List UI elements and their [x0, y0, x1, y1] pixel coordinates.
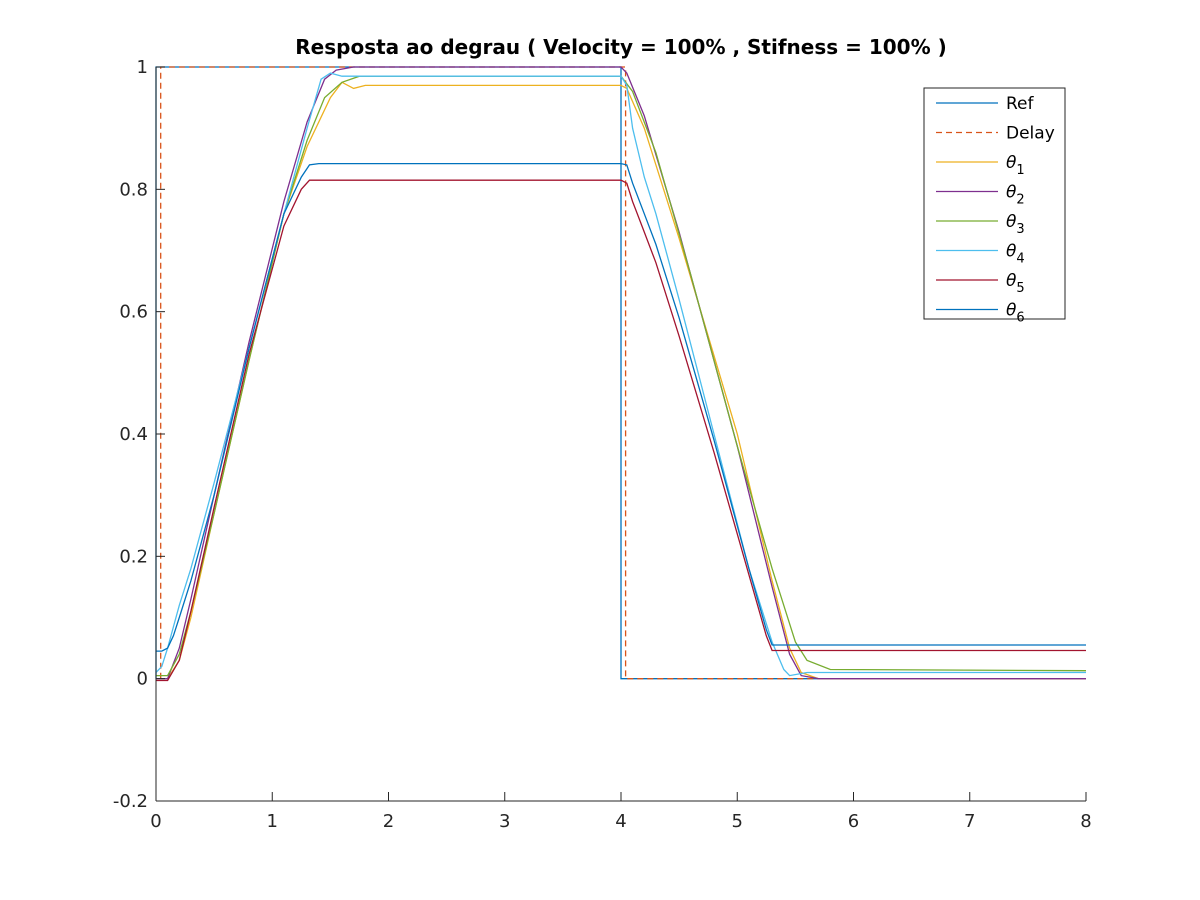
x-tick-label: 5: [732, 811, 743, 832]
y-tick-label: 0.4: [119, 424, 148, 445]
legend-label-θ1: θ1: [1006, 153, 1025, 178]
x-tick-label: 8: [1080, 811, 1091, 832]
x-tick-label: 2: [383, 811, 394, 832]
x-tick-label: 1: [267, 811, 278, 832]
legend-label-θ6: θ6: [1006, 301, 1025, 326]
x-tick-label: 0: [150, 811, 161, 832]
legend-label-Delay: Delay: [1006, 124, 1055, 144]
series-line-θ4: [155, 72, 1086, 677]
x-tick-label: 4: [615, 811, 626, 832]
x-tick-label: 3: [499, 811, 510, 832]
legend-label-θ3: θ3: [1006, 212, 1025, 237]
series-line-θ2: [156, 66, 1086, 680]
x-tick-label: 7: [964, 811, 975, 832]
y-tick-label: 1: [137, 57, 148, 78]
series-line-θ5: [156, 179, 1086, 682]
series-line-Delay: [160, 66, 1086, 680]
x-tick-label: 6: [848, 811, 859, 832]
y-tick-label: 0: [137, 669, 148, 690]
y-tick-label: -0.2: [113, 791, 148, 812]
chart-title: Resposta ao degrau ( Velocity = 100% , S…: [295, 35, 946, 59]
y-tick-label: 0.6: [119, 302, 148, 323]
y-tick-label: 0.2: [119, 546, 148, 567]
axes-layer: 0 1 2 3 4 5 6 7 8-0.200.20.40.60.81: [113, 57, 1092, 832]
legend-label-θ4: θ4: [1006, 242, 1025, 267]
legend: Ref Delay θ1 θ2 θ3 θ4 θ5 θ6: [923, 87, 1066, 326]
legend-label-θ2: θ2: [1006, 183, 1025, 208]
legend-label-Ref: Ref: [1006, 94, 1035, 114]
legend-label-θ5: θ5: [1006, 271, 1025, 296]
series-line-θ6: [156, 162, 1086, 652]
y-tick-label: 0.8: [119, 179, 148, 200]
